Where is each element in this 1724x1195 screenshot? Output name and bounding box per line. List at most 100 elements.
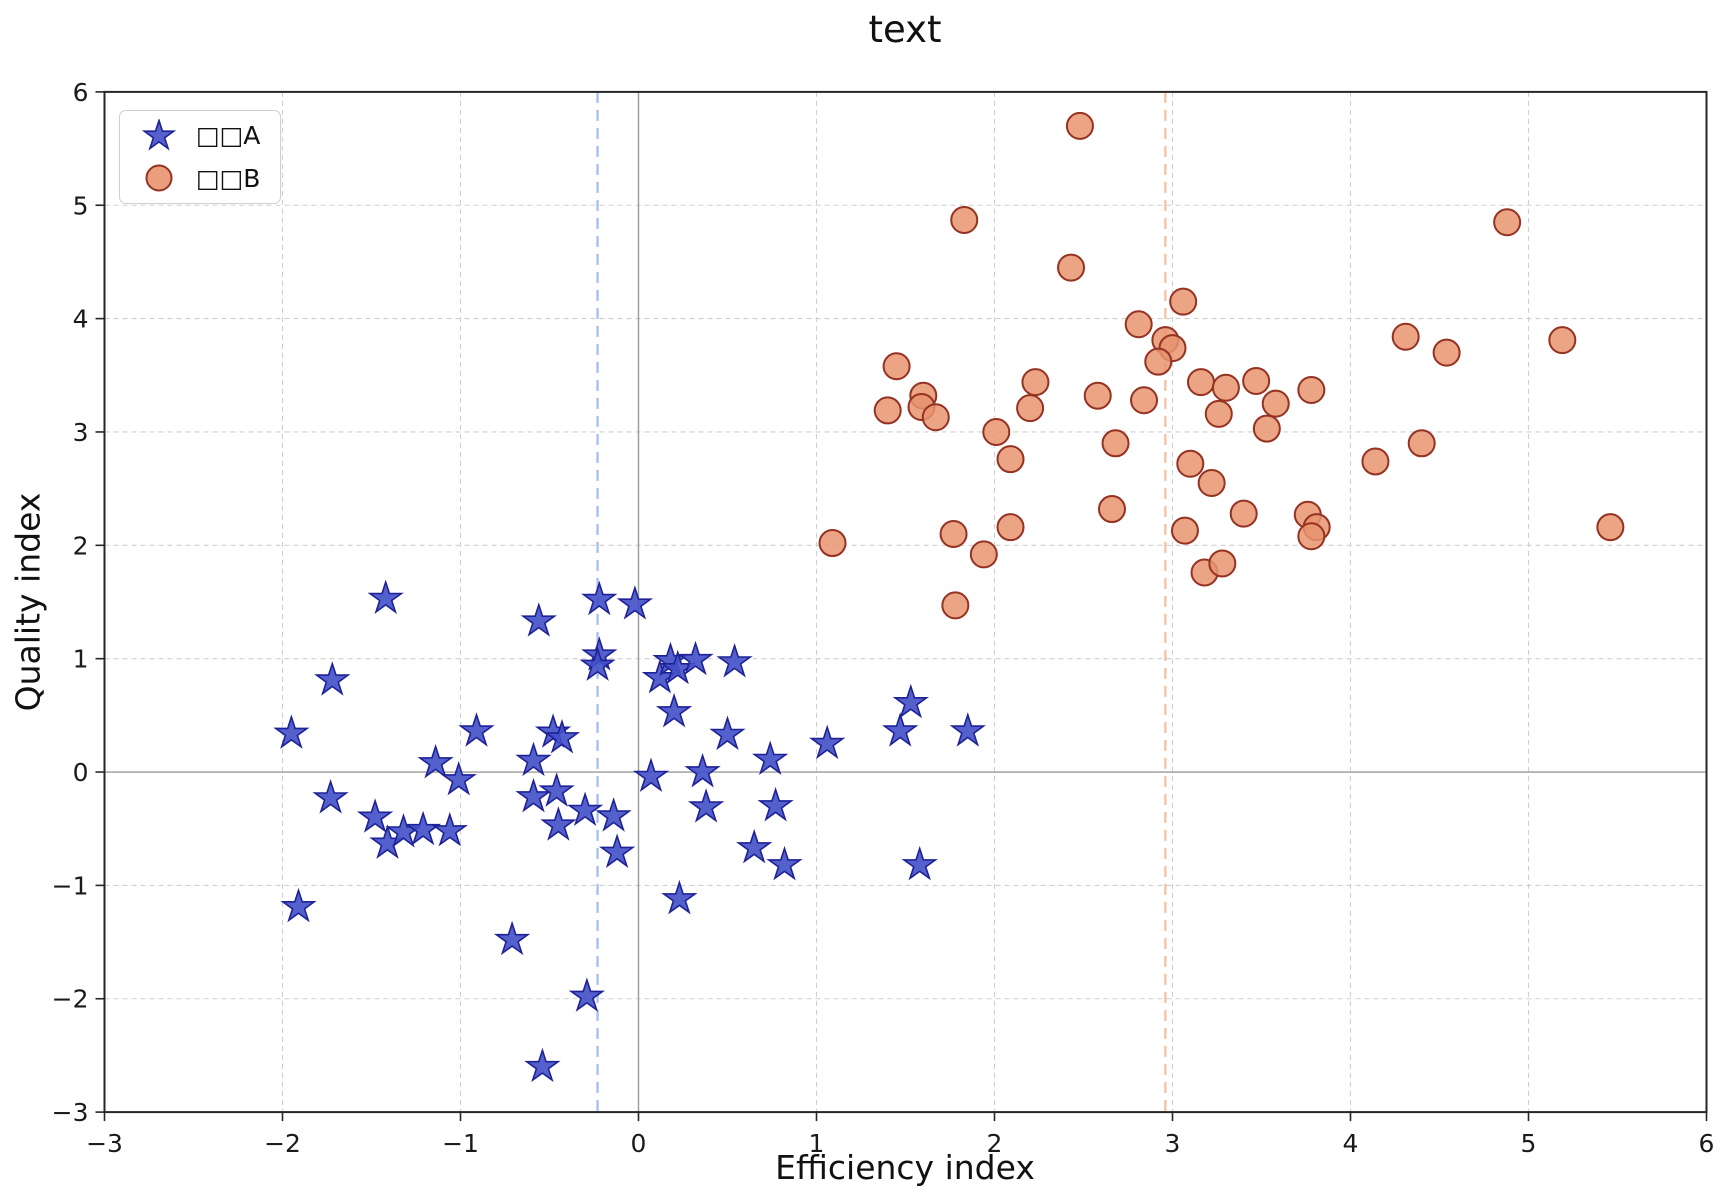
data-point-series-b — [921, 403, 950, 432]
y-tick-label: 0 — [73, 758, 89, 787]
data-point-series-a — [314, 661, 351, 696]
data-point-series-b — [1186, 368, 1215, 397]
data-point-series-a — [882, 712, 919, 747]
data-point-series-a — [684, 752, 721, 788]
data-point-series-a — [543, 718, 581, 754]
x-tick-label: 1 — [809, 1129, 825, 1158]
legend-item-series-a: □□A — [142, 116, 280, 156]
data-point-series-b — [941, 591, 970, 620]
legend-label-series-b: □□B — [196, 163, 261, 193]
data-point-series-a — [404, 810, 442, 846]
data-point-series-a — [566, 791, 604, 826]
data-point-series-a — [431, 811, 468, 847]
data-point-series-a — [655, 692, 693, 728]
data-point-series-a — [280, 887, 317, 923]
data-point-series-a — [716, 643, 753, 678]
data-point-series-a — [949, 712, 986, 747]
legend: □□A □□B — [119, 110, 281, 204]
y-tick-label: 4 — [73, 305, 89, 334]
data-point-series-b — [1101, 429, 1130, 458]
x-axis-label: Efficiency index — [775, 1148, 1035, 1187]
data-point-series-a — [809, 724, 846, 760]
data-point-series-b — [1065, 111, 1094, 140]
legend-label-series-a: □□A — [196, 121, 261, 151]
data-point-series-a — [524, 1047, 561, 1083]
data-point-series-b — [1361, 447, 1390, 476]
x-tick-label: −2 — [264, 1129, 301, 1158]
data-point-series-b — [1211, 373, 1240, 402]
data-point-series-b — [950, 205, 979, 234]
data-point-series-b — [982, 417, 1011, 446]
data-point-series-b — [1297, 376, 1326, 405]
y-tick-label: 1 — [73, 645, 89, 674]
data-point-series-b — [1297, 522, 1326, 551]
data-point-series-b — [818, 529, 847, 558]
data-point-series-b — [1391, 322, 1420, 351]
data-point-series-b — [1432, 338, 1461, 367]
data-point-series-b — [1252, 414, 1281, 443]
data-point-series-a — [579, 646, 616, 681]
data-point-series-a — [752, 740, 789, 775]
data-point-series-b — [1548, 326, 1577, 355]
data-point-series-b — [996, 445, 1025, 474]
data-point-series-a — [520, 602, 557, 637]
data-point-series-a — [273, 714, 310, 749]
x-tick-label: 3 — [1165, 1129, 1181, 1158]
data-point-series-a — [458, 712, 495, 747]
x-tick-label: 5 — [1521, 1129, 1537, 1158]
data-point-series-b — [1083, 381, 1112, 410]
chart-title: text — [868, 8, 942, 51]
x-tick-label: −1 — [442, 1129, 479, 1158]
data-point-series-a — [581, 580, 618, 616]
data-point-series-a — [598, 833, 636, 869]
y-tick-label: −3 — [52, 1098, 89, 1127]
data-point-series-b — [1021, 368, 1050, 397]
data-point-series-b — [1229, 499, 1258, 528]
data-point-series-a — [687, 788, 725, 823]
star-marker-icon — [142, 118, 176, 151]
data-point-series-b — [1169, 287, 1198, 316]
data-point-series-b — [1057, 253, 1086, 282]
data-point-series-b — [882, 352, 911, 381]
data-point-series-a — [312, 779, 349, 814]
data-point-series-b — [1176, 449, 1205, 478]
data-point-series-b — [939, 519, 968, 548]
data-point-series-a — [901, 845, 938, 881]
x-tick-label: 0 — [631, 1129, 647, 1158]
data-point-series-b — [1124, 310, 1153, 339]
data-point-series-a — [538, 772, 575, 807]
data-point-series-a — [540, 806, 577, 841]
data-point-series-b — [1407, 429, 1436, 458]
y-tick-label: −2 — [52, 985, 89, 1014]
data-point-series-b — [1208, 549, 1237, 578]
data-point-series-b — [1204, 399, 1233, 428]
data-point-series-a — [515, 777, 552, 813]
x-tick-label: −3 — [86, 1129, 123, 1158]
data-point-series-b — [1242, 366, 1271, 395]
data-point-series-b — [996, 513, 1025, 542]
x-tick-label: 2 — [987, 1129, 1003, 1158]
y-tick-label: −1 — [52, 871, 89, 900]
data-point-series-a — [417, 743, 454, 779]
data-point-series-b — [1596, 513, 1625, 542]
data-point-series-b — [1097, 495, 1126, 524]
data-point-series-a — [616, 585, 654, 620]
data-point-series-a — [367, 579, 404, 614]
data-point-series-b — [1170, 516, 1199, 545]
data-point-series-a — [595, 797, 632, 832]
data-point-series-b — [1493, 208, 1522, 237]
y-tick-label: 3 — [73, 418, 89, 447]
data-point-series-a — [677, 640, 714, 676]
data-point-series-a — [661, 879, 698, 915]
data-point-series-b — [1197, 468, 1226, 497]
legend-item-series-b: □□B — [142, 158, 280, 198]
data-point-series-b — [1016, 394, 1045, 423]
data-point-series-a — [736, 828, 773, 864]
data-point-series-a — [632, 757, 670, 792]
data-point-series-a — [440, 760, 477, 796]
data-point-series-a — [709, 715, 746, 751]
data-point-series-a — [766, 845, 803, 881]
data-point-series-a — [356, 798, 394, 833]
data-point-series-b — [1130, 386, 1159, 415]
